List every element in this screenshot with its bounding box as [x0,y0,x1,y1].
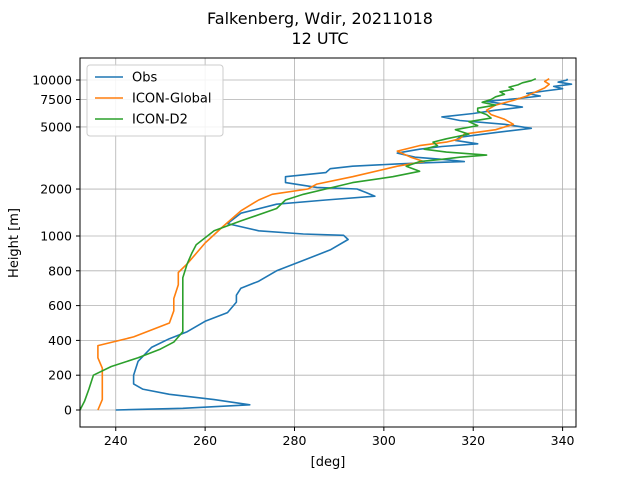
series-line-obs [115,78,573,411]
x-tick-label: 260 [193,433,217,448]
legend-label-icon-global: ICON-Global [132,92,212,107]
x-tick-label: 240 [104,433,128,448]
y-tick-label: 600 [48,298,72,313]
x-tick-label: 280 [283,433,307,448]
y-tick-label: 2000 [40,182,72,197]
x-tick-label: 300 [372,433,396,448]
chart-subtitle: 12 UTC [291,29,348,48]
legend: Obs ICON-Global ICON-D2 [86,64,224,137]
y-tick-label: 7500 [40,92,72,107]
axis-ticks: 240 260 280 300 320 340 0 200 400 600 800 1000 2000 5… [32,73,574,449]
legend-label-icon-d2: ICON-D2 [132,113,188,128]
legend-label-obs: Obs [132,71,157,86]
x-tick-label: 340 [551,433,575,448]
y-tick-label: 5000 [40,119,72,134]
y-tick-label: 1000 [40,229,72,244]
series-line-icon-d2 [79,77,537,411]
grid [80,58,576,427]
y-tick-label: 200 [48,368,72,383]
x-tick-label: 320 [461,433,485,448]
y-tick-label: 0 [64,403,72,418]
y-axis-label: Height [m] [7,208,22,278]
y-tick-label: 10000 [32,73,72,88]
x-axis-label: [deg] [311,455,346,470]
y-tick-label: 400 [48,333,72,348]
y-tick-label: 800 [48,263,72,278]
chart-title: Falkenberg, Wdir, 20211018 [207,9,433,28]
plot-area [79,77,573,411]
plot-frame [79,57,577,428]
